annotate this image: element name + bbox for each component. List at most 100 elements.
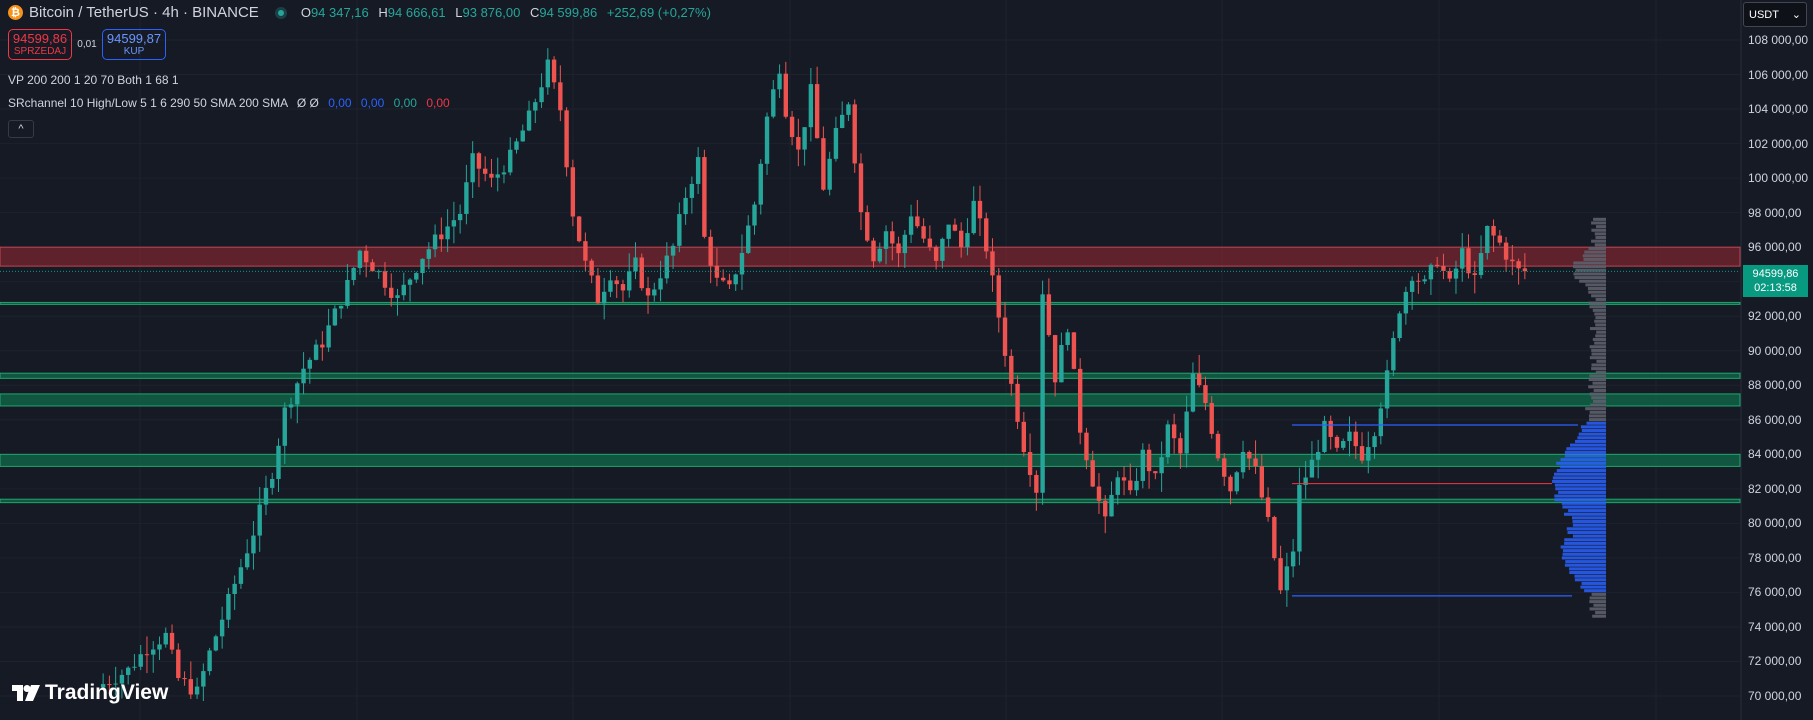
candle	[1447, 267, 1452, 283]
chevron-up-icon: ^	[18, 123, 24, 135]
candle	[739, 234, 745, 290]
support-zone-4	[0, 453, 1741, 467]
volume-profile-row	[1574, 578, 1606, 582]
candle	[533, 98, 538, 124]
tradingview-logo[interactable]: TradingView	[12, 681, 168, 705]
buy-price: 94599,87	[106, 30, 162, 46]
candle	[1027, 433, 1033, 487]
volume-profile-row	[1555, 487, 1606, 491]
volume-profile-row	[1579, 279, 1606, 283]
candle	[896, 236, 901, 268]
currency-label: USDT	[1749, 8, 1779, 21]
volume-profile-row	[1593, 217, 1606, 221]
candle	[620, 279, 626, 303]
volume-profile-row	[1561, 556, 1606, 560]
volume-profile-row	[1594, 319, 1606, 323]
candle	[1021, 411, 1027, 457]
candle	[432, 224, 438, 258]
ohlc-values: O94 347,16 H94 666,61 L93 876,00 C94 599…	[301, 5, 711, 20]
candle	[1453, 260, 1459, 294]
candle	[1416, 273, 1421, 294]
candle	[952, 218, 958, 232]
candle	[401, 272, 406, 301]
collapse-indicators-button[interactable]: ^	[8, 120, 34, 138]
volume-profile-row	[1583, 257, 1606, 261]
candle	[1103, 495, 1108, 534]
sell-price: 94599,86	[12, 30, 68, 46]
candle	[714, 248, 720, 287]
volume-profile-row	[1591, 592, 1606, 596]
candle	[489, 158, 494, 188]
candle	[270, 472, 275, 495]
candle	[633, 242, 638, 280]
candle	[1247, 450, 1252, 470]
currency-select[interactable]: USDT ⌄	[1743, 2, 1807, 27]
candle	[915, 199, 920, 229]
volume-profile-row	[1563, 512, 1606, 516]
candle	[1428, 263, 1434, 296]
price-axis-label: 78 000,00	[1748, 550, 1802, 565]
price-axis-label: 74 000,00	[1748, 619, 1802, 634]
volume-profile-row	[1595, 316, 1606, 320]
candle	[614, 275, 619, 299]
buy-button[interactable]: 94599,87 KUP	[102, 29, 166, 60]
trade-panel: 94599,86 SPRZEDAJ 0,01 94599,87 KUP	[8, 29, 166, 60]
candle	[276, 438, 281, 492]
candle	[570, 159, 576, 227]
symbol-title[interactable]: Bitcoin / TetherUS · 4h · BINANCE	[29, 4, 259, 21]
volume-profile-row	[1595, 334, 1606, 338]
indicator-srchannel[interactable]: SRchannel 10 High/Low 5 1 6 290 50 SMA 2…	[8, 96, 450, 110]
candle	[257, 486, 262, 552]
volume-profile-row	[1589, 345, 1606, 349]
candle	[125, 666, 131, 685]
volume-profile-row	[1554, 483, 1606, 487]
volume-profile-row	[1594, 243, 1606, 247]
price-axis-label: 72 000,00	[1748, 654, 1802, 669]
candle	[1115, 471, 1120, 505]
candle	[1165, 420, 1171, 464]
price-axis-label: 98 000,00	[1748, 205, 1802, 220]
candle	[282, 402, 287, 464]
candle	[1510, 244, 1515, 276]
sell-button[interactable]: 94599,86 SPRZEDAJ	[8, 29, 72, 60]
candle	[176, 643, 181, 681]
bitcoin-icon[interactable]: ₿	[8, 5, 23, 20]
candle	[113, 666, 118, 696]
candle	[1121, 466, 1127, 496]
candle	[1109, 481, 1114, 517]
candle	[1397, 311, 1402, 342]
price-axis-label: 108 000,00	[1748, 33, 1809, 47]
candle	[808, 67, 814, 142]
candle	[990, 238, 995, 292]
support-zone-5	[0, 498, 1741, 504]
volume-profile-row	[1580, 425, 1606, 429]
volume-profile-row	[1591, 348, 1606, 352]
candle	[1040, 280, 1045, 505]
candle	[1052, 334, 1058, 397]
candle	[1334, 435, 1340, 452]
candle	[251, 521, 256, 570]
candle	[1497, 230, 1503, 246]
candle	[1184, 395, 1189, 468]
candle	[1491, 219, 1496, 252]
volume-profile-row	[1589, 600, 1606, 604]
candle	[169, 624, 175, 655]
candle	[1096, 473, 1102, 514]
candle	[1259, 454, 1265, 501]
candle	[971, 186, 976, 235]
indicator-vp[interactable]: VP 200 200 1 20 70 Both 1 68 1	[8, 73, 179, 87]
volume-profile-row	[1561, 501, 1606, 505]
candle	[702, 149, 707, 239]
candle	[1140, 443, 1146, 489]
volume-profile-row	[1581, 581, 1606, 585]
candle	[1378, 402, 1384, 445]
candle	[188, 661, 194, 700]
candle	[1466, 234, 1471, 279]
price-axis-label: 76 000,00	[1748, 585, 1802, 600]
candle	[796, 118, 801, 167]
candle	[865, 205, 870, 243]
market-status-icon[interactable]	[274, 6, 287, 19]
volume-profile-row	[1590, 403, 1606, 407]
candle	[1084, 427, 1089, 470]
